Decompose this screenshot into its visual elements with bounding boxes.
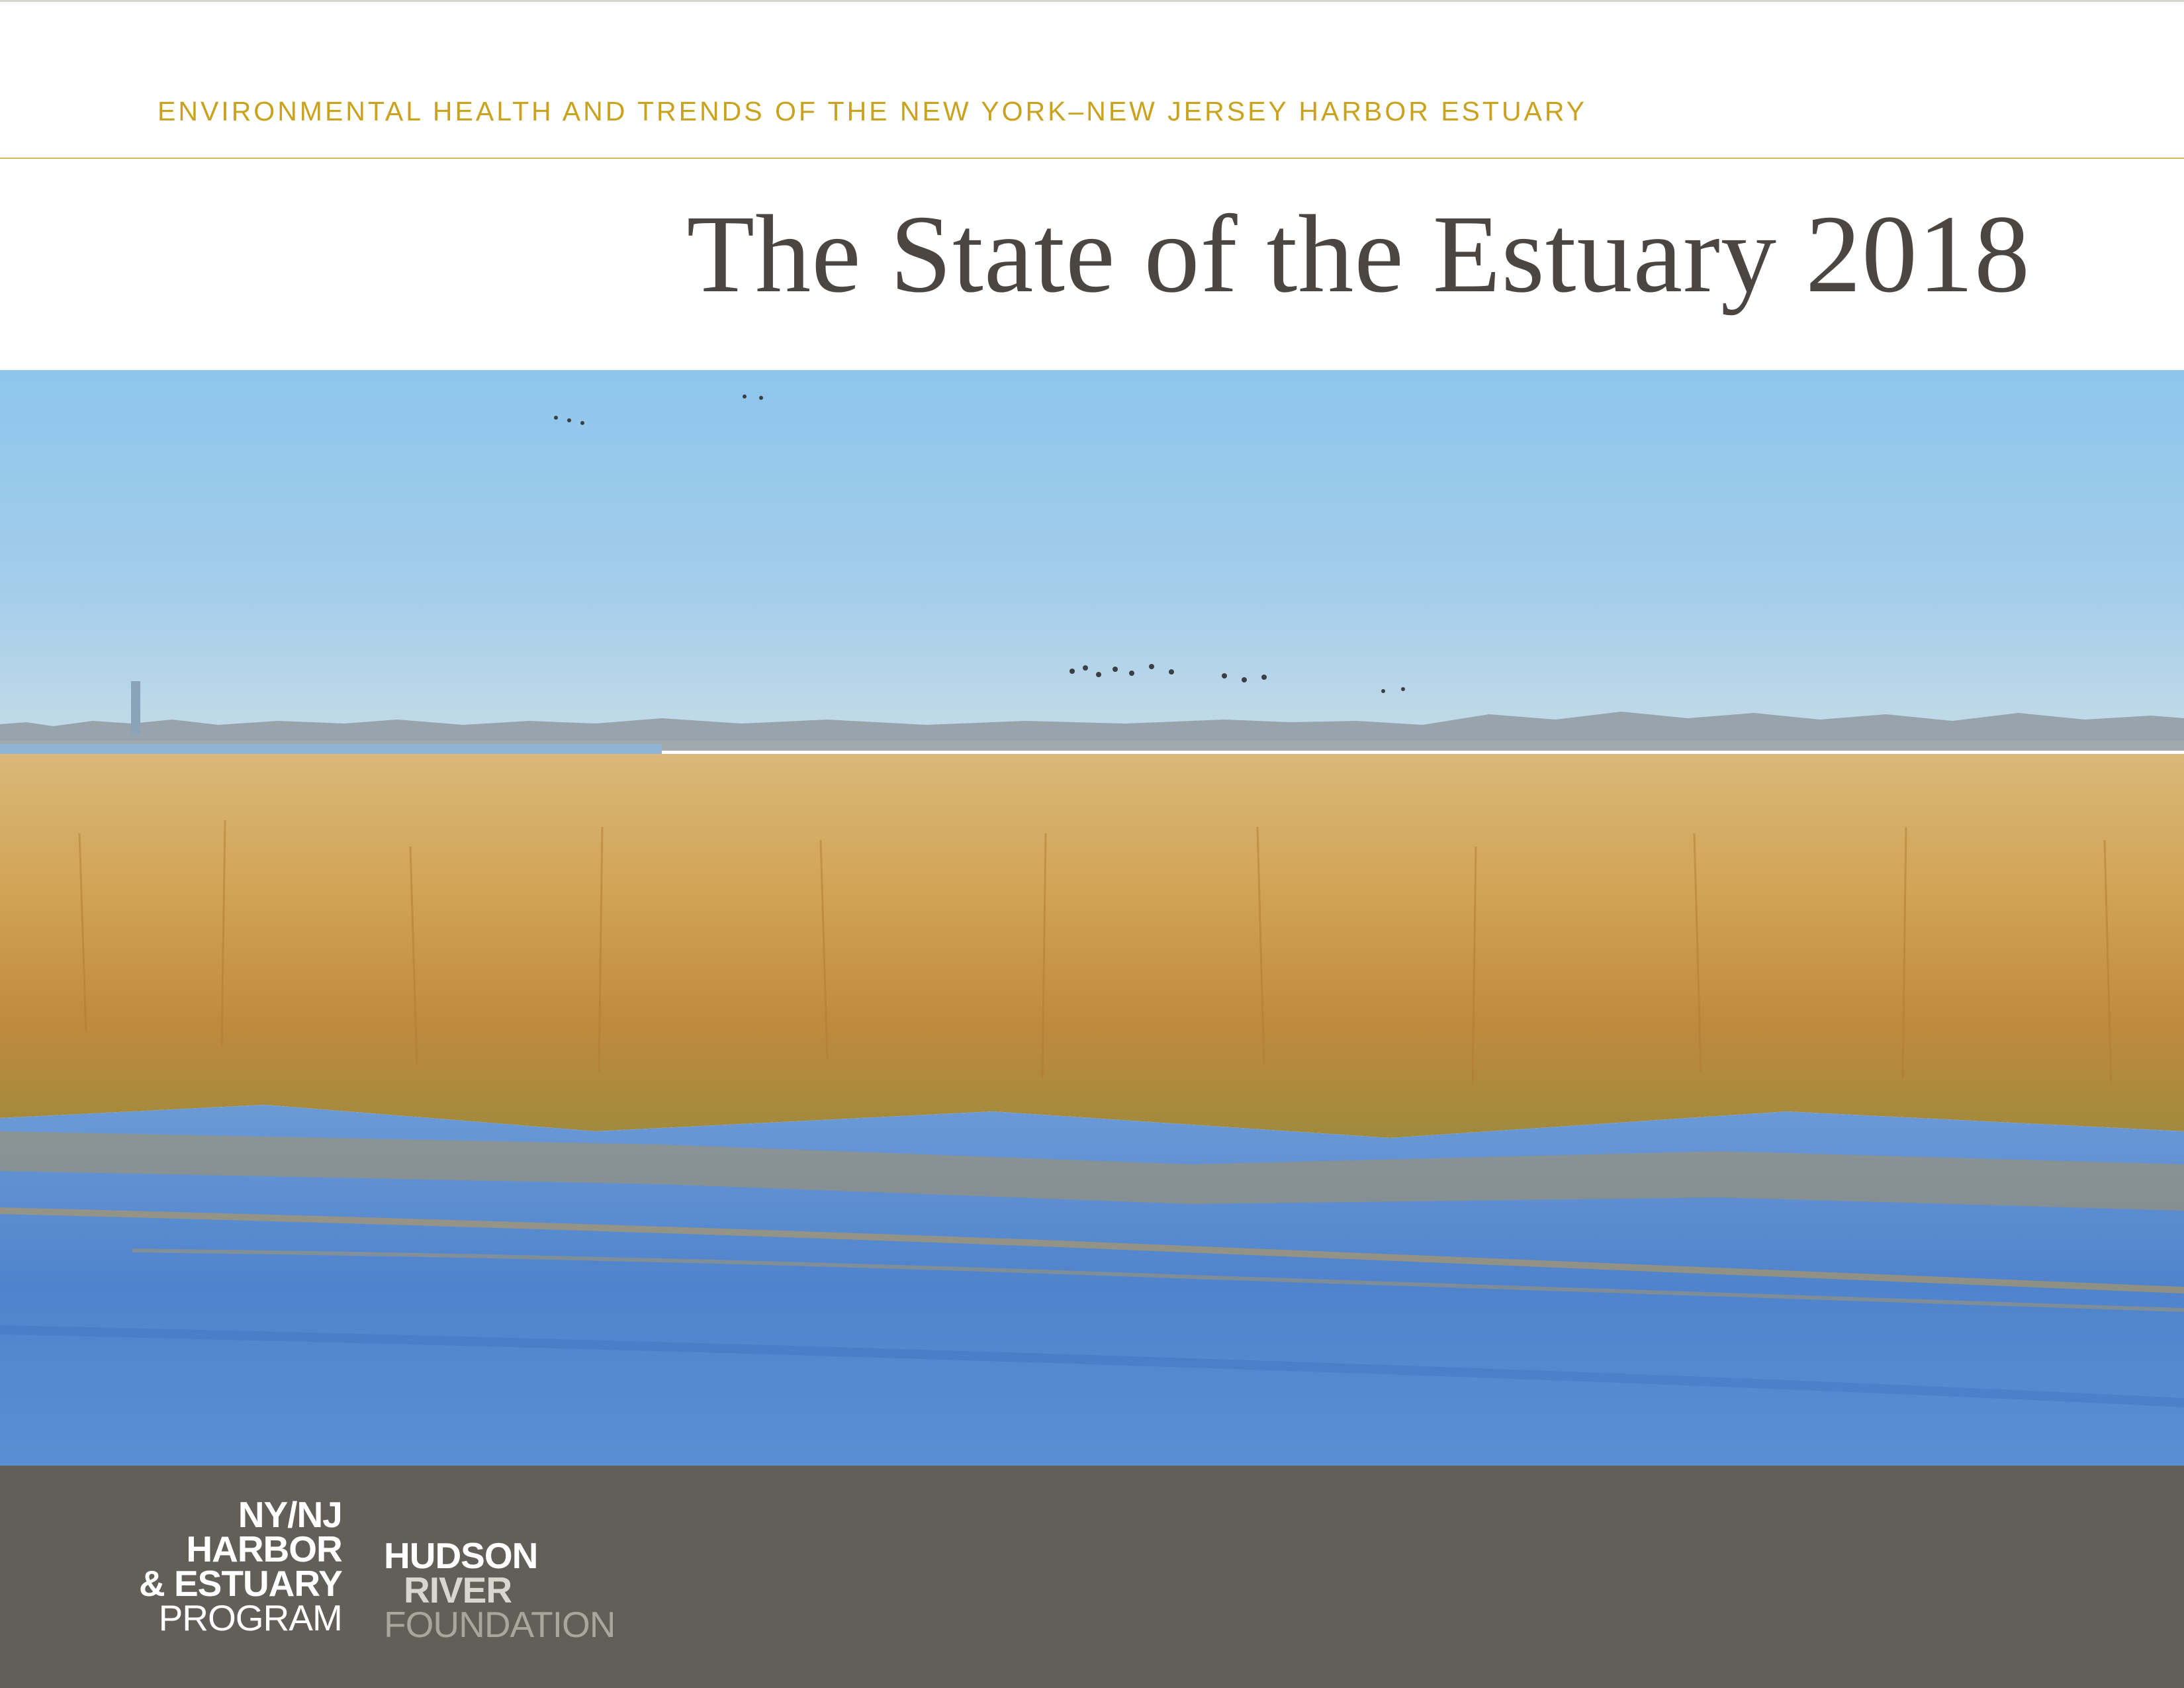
logo-line: HUDSON [384, 1535, 538, 1576]
header-divider [0, 158, 2184, 159]
marsh-grass [0, 754, 2184, 1138]
logo-line: NY/NJ [238, 1494, 343, 1535]
hudson-river-foundation-logo: HUDSON RIVER FOUNDATION [384, 1535, 616, 1645]
report-title: The State of the Estuary 2018 [686, 193, 2030, 316]
water [0, 1105, 2184, 1466]
logo-line: HARBOR [186, 1528, 342, 1570]
top-border [0, 0, 2184, 2]
birds [554, 395, 1405, 693]
sky [0, 370, 2184, 741]
logo-line: FOUNDATION [384, 1604, 616, 1645]
logo-line: RIVER [404, 1570, 512, 1611]
report-subtitle: ENVIRONMENTAL HEALTH AND TRENDS OF THE N… [158, 96, 1588, 126]
harbor-estuary-program-logo: NY/NJ HARBOR & ESTUARY PROGRAM [139, 1494, 343, 1638]
reflection [0, 1131, 2184, 1211]
distant-tower [131, 681, 140, 734]
logo-line: & ESTUARY [139, 1563, 343, 1604]
tree-line [0, 712, 2184, 751]
marsh-photo [0, 370, 2184, 1466]
logo-line: PROGRAM [158, 1597, 343, 1638]
footer-band [0, 1466, 2184, 1688]
